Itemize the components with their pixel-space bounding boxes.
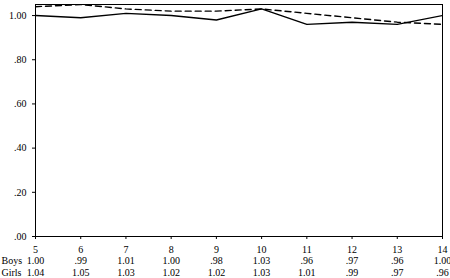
svg-text:6: 6 bbox=[78, 244, 83, 255]
svg-text:13: 13 bbox=[392, 244, 402, 255]
svg-text:1.01: 1.01 bbox=[298, 267, 316, 278]
svg-text:.98: .98 bbox=[210, 255, 223, 266]
svg-text:Boys: Boys bbox=[2, 255, 23, 266]
svg-text:1.04: 1.04 bbox=[27, 267, 45, 278]
svg-text:8: 8 bbox=[169, 244, 174, 255]
svg-text:.96: .96 bbox=[436, 267, 449, 278]
svg-text:.99: .99 bbox=[346, 267, 359, 278]
svg-text:.60: .60 bbox=[14, 98, 27, 109]
svg-text:1.03: 1.03 bbox=[253, 255, 271, 266]
svg-text:9: 9 bbox=[214, 244, 219, 255]
svg-text:1.03: 1.03 bbox=[117, 267, 135, 278]
svg-text:.96: .96 bbox=[301, 255, 314, 266]
svg-text:1.00: 1.00 bbox=[434, 255, 450, 266]
svg-text:7: 7 bbox=[123, 244, 128, 255]
svg-text:1.05: 1.05 bbox=[72, 267, 90, 278]
svg-text:5: 5 bbox=[33, 244, 38, 255]
svg-text:1.01: 1.01 bbox=[117, 255, 135, 266]
svg-text:14: 14 bbox=[438, 244, 448, 255]
svg-text:10: 10 bbox=[257, 244, 267, 255]
svg-text:.96: .96 bbox=[391, 255, 404, 266]
svg-text:.20: .20 bbox=[14, 187, 27, 198]
svg-text:1.00: 1.00 bbox=[27, 255, 45, 266]
svg-text:.00: .00 bbox=[14, 231, 27, 242]
svg-text:1.00: 1.00 bbox=[162, 255, 180, 266]
svg-text:.97: .97 bbox=[391, 267, 404, 278]
svg-text:.80: .80 bbox=[14, 54, 27, 65]
svg-text:12: 12 bbox=[347, 244, 357, 255]
svg-text:.40: .40 bbox=[14, 142, 27, 153]
svg-text:1.02: 1.02 bbox=[208, 267, 226, 278]
svg-text:.99: .99 bbox=[74, 255, 87, 266]
svg-text:1.03: 1.03 bbox=[253, 267, 271, 278]
svg-text:.97: .97 bbox=[346, 255, 359, 266]
svg-text:Girls: Girls bbox=[2, 267, 22, 278]
svg-text:1.00: 1.00 bbox=[9, 10, 27, 21]
svg-text:1.02: 1.02 bbox=[162, 267, 180, 278]
svg-text:11: 11 bbox=[302, 244, 312, 255]
